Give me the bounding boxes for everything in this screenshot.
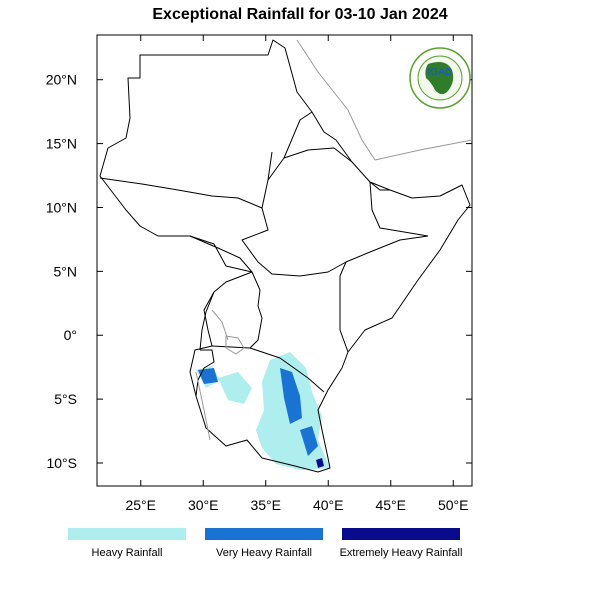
kenya-somalia-border (339, 261, 349, 353)
lat-tick-label: 10°N (46, 199, 77, 215)
lat-tick-label: 5°S (54, 391, 77, 407)
lon-tick-label: 35°E (250, 497, 281, 513)
yemen-border (374, 139, 473, 161)
neighbour-borders (195, 39, 473, 441)
legend-label: Heavy Rainfall (92, 547, 163, 559)
rainfall-overlay (196, 352, 330, 470)
lat-tick-label: 20°N (46, 72, 77, 88)
kenya-tanzania-border (249, 347, 325, 393)
red-sea-coast-line (296, 39, 376, 161)
legend-label: Very Heavy Rainfall (216, 547, 312, 559)
country-borders (99, 39, 471, 473)
lon-tick-label: 25°E (125, 497, 156, 513)
rwanda-burundi-outline (195, 349, 215, 397)
lon-tick-label: 45°E (375, 497, 406, 513)
lat-tick-label: 10°S (46, 455, 77, 471)
lon-tick-label: 50°E (438, 497, 469, 513)
lat-tick-label: 0° (64, 327, 77, 343)
south-sudan-ethiopia-border (241, 207, 429, 277)
africa-emblem-icon (425, 62, 454, 95)
heavy-rain-tanzania-west (218, 372, 252, 404)
djibouti-border (369, 181, 390, 191)
lon-tick-label: 40°E (313, 497, 344, 513)
ethiopia-somalia-border (369, 181, 429, 237)
very-heavy-rain-central (280, 368, 302, 424)
eritrea-border (283, 111, 313, 159)
map-title: Exceptional Rainfall for 03-10 Jan 2024 (152, 6, 448, 23)
sudan-ethiopia-border (267, 147, 353, 181)
extremely-heavy-rain-point (316, 458, 324, 468)
congo-east-border (199, 291, 215, 351)
very-heavy-rain-coast (300, 426, 318, 456)
very-heavy-rain-west (198, 368, 218, 384)
legend-label: Extremely Heavy Rainfall (340, 547, 463, 559)
legend-swatch (68, 528, 186, 540)
axis-ticks: 25°E 30°E 35°E 40°E 45°E 50°E 20°N 15°N 10°N 5°N 0… (46, 35, 472, 513)
uganda-kenya-border (249, 271, 263, 349)
congo-interior-line (211, 309, 229, 341)
lat-tick-label: 5°N (54, 263, 78, 279)
igad-logo: IGAD (409, 47, 471, 109)
sudan-south-border (99, 151, 273, 209)
map-frame (96, 34, 473, 487)
legend-swatch (342, 528, 460, 540)
legend: Heavy Rainfall Very Heavy Rainfall Extreme… (68, 528, 462, 559)
lake-tanganyika-line (195, 371, 211, 441)
south-sudan-south-border (189, 235, 253, 273)
lon-tick-label: 30°E (188, 497, 219, 513)
legend-swatch (205, 528, 323, 540)
lake-victoria-outline (225, 335, 245, 355)
logo-text: IGAD (428, 67, 453, 78)
lat-tick-label: 15°N (46, 136, 77, 152)
